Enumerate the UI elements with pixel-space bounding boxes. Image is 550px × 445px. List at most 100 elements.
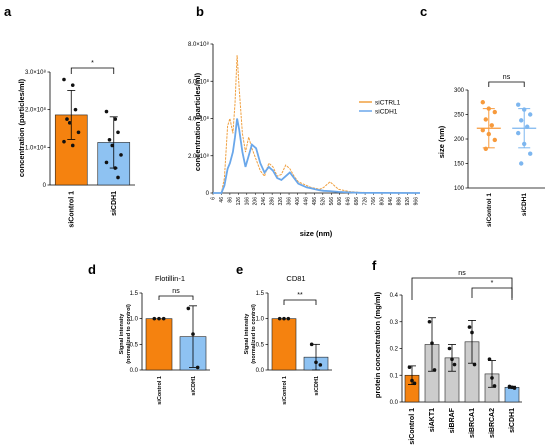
panel-letter-d: d: [88, 262, 96, 277]
panel-c-ylabel: size (nm): [437, 125, 446, 158]
panel-d-significance-label: ns: [172, 288, 180, 295]
panel-f-category-label: siAKT1: [429, 408, 436, 432]
panel-b-series-line-siCTRL1: [213, 55, 421, 194]
panel-c-data-point: [519, 118, 524, 123]
panel-d-ylabel-line1: Signal intensity: [119, 313, 125, 355]
panel-f-data-point: [470, 330, 474, 335]
panel-e-data-point: [277, 316, 282, 321]
panel-c-ytick-label: 200: [454, 137, 465, 143]
panel-b-xtick-label: 566: [329, 197, 335, 206]
panel-c-data-point: [483, 146, 488, 151]
panel-b-ytick-label: 0: [206, 191, 210, 197]
panel-e-data-point: [282, 316, 286, 321]
panel-f-data-point: [430, 341, 434, 345]
panel-f-ytick-label: 0.3: [390, 320, 399, 326]
panel-b-xtick-label: 606: [337, 197, 343, 206]
panel-c-ytick-label: 100: [454, 186, 465, 192]
panel-f-data-point: [450, 357, 454, 362]
panel-b-ylabel: concentration (particles/ml): [193, 72, 202, 171]
panel-c-data-point: [492, 109, 497, 115]
panel-e-data-point: [314, 360, 318, 365]
panel-c-category-label: siControl 1: [486, 193, 493, 227]
panel-f-data-point: [427, 319, 432, 324]
panel-f-data-point: [432, 368, 437, 372]
panel-a-ylabel: concentration (particles/ml): [17, 78, 26, 177]
panel-c-significance-label: ns: [503, 74, 511, 81]
panel-b-xtick-label: 206: [253, 197, 259, 206]
panel-b-xtick-label: 766: [371, 197, 377, 206]
panel-b-xlabel: size (nm): [300, 229, 333, 238]
panel-b-ytick-label: 6.0×10⁸: [188, 78, 210, 85]
panel-f-ytick-label: 0.1: [390, 373, 399, 379]
panel-d-ytick-label: 0.0: [130, 368, 139, 374]
panel-c-data-point: [492, 137, 497, 143]
panel-f-significance-label: ns: [458, 270, 466, 277]
panel-b-xtick-label: 726: [363, 197, 369, 206]
panel-a-data-point: [104, 109, 109, 114]
panel-b-xtick-label: 166: [244, 197, 250, 206]
panel-a-data-point: [62, 139, 66, 144]
panel-f-data-point: [487, 357, 492, 362]
panel-e-data-point: [309, 342, 314, 347]
panel-letter-c: c: [420, 4, 427, 19]
panel-f-ytick-label: 0.4: [390, 293, 399, 299]
panel-f-data-point: [490, 376, 494, 380]
panel-b-xtick-label: 926: [405, 197, 411, 206]
panel-d-bar: [145, 318, 173, 371]
panel-b-xtick-label: 686: [354, 197, 360, 206]
panel-b-xtick-label: 886: [396, 197, 402, 206]
panel-b-xtick-label: 326: [278, 197, 284, 206]
panel-f-category-label: siBRCA2: [489, 408, 496, 438]
panel-b-xtick-label: 966: [413, 197, 419, 206]
panel-f-data-point: [452, 362, 457, 367]
panel-c-data-point: [519, 161, 524, 166]
panel-a-data-point: [116, 175, 120, 180]
panel-a-data-point: [119, 153, 123, 157]
panel-b-xtick-label: 806: [379, 197, 385, 206]
panel-b-xtick-label: 86: [227, 197, 233, 203]
panel-a-significance-bracket: [70, 67, 115, 74]
panel-f-category-label: siBRAF: [449, 407, 456, 433]
panel-e-ylabel-line1: Signal intensity: [244, 313, 250, 355]
panel-c-data-point: [480, 100, 485, 105]
panel-b-xtick-label: 46: [219, 197, 225, 203]
panel-e-ytick-label: 1.5: [256, 291, 265, 297]
panel-c-data-point: [516, 130, 521, 136]
panel-f-ytick-label: 0.2: [390, 347, 399, 353]
panel-f-data-point: [412, 381, 417, 386]
panel-d-data-point: [195, 365, 200, 370]
panel-c-ytick-label: 150: [454, 162, 465, 168]
panel-a-data-point: [116, 130, 120, 135]
panel-f-bar: [504, 386, 520, 403]
panel-e-category-label: siCDH1: [314, 376, 320, 396]
panel-c-data-point: [480, 127, 485, 133]
panel-f-data-point: [410, 378, 414, 383]
panel-a-data-point: [76, 130, 81, 135]
panel-f-data-point: [447, 346, 452, 351]
panel-d-category-label: siCDH1: [191, 376, 197, 396]
panel-a-ytick-label: 2.0×10⁸: [25, 107, 47, 114]
panel-f-significance-bracket: [471, 287, 513, 298]
panel-a-data-point: [113, 166, 118, 170]
panel-b-xtick-label: 646: [346, 197, 352, 206]
panel-e-significance-bracket: [283, 299, 317, 305]
panel-d-ylabel-line2: (normalized to control): [126, 304, 132, 364]
panel-d-category-label: siControl 1: [157, 376, 163, 405]
panel-f-category-label: siCDH1: [509, 408, 516, 433]
panel-e-significance-label: **: [297, 292, 303, 299]
panel-a-ytick-label: 0: [43, 183, 47, 189]
panel-b-xtick-label: 406: [295, 197, 301, 206]
panel-d-ytick-label: 1.0: [130, 317, 139, 323]
panel-a-data-point: [73, 107, 78, 112]
panel-f-data-point: [467, 325, 472, 329]
panel-d-significance-bracket: [158, 295, 194, 300]
panel-b-xtick-label: 126: [236, 197, 242, 206]
panel-c-category-label: siCDH1: [521, 193, 528, 217]
panel-e-data-point: [318, 363, 323, 367]
panel-a-data-point: [67, 121, 72, 125]
panel-b-ytick-label: 2.0×10⁸: [188, 153, 210, 160]
panel-a-category-label: siCDH1: [111, 191, 118, 216]
panel-a-category-label: siControl 1: [68, 191, 75, 228]
panel-c-data-point: [489, 123, 494, 128]
panel-b-xtick-label: 846: [388, 197, 394, 206]
